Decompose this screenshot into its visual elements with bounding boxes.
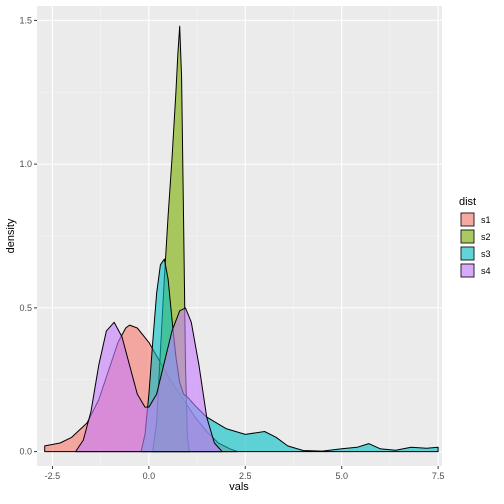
y-tick-label: 0.0 [19,447,32,457]
grid-major [37,6,442,466]
legend-swatch-s1 [460,212,475,227]
x-tick-label: -2.5 [45,471,61,481]
legend-swatch-s4 [460,263,475,278]
x-tick-label: 0.0 [143,471,156,481]
y-tick-label: 1.5 [19,15,32,25]
legend-title: dist [459,196,476,208]
y-tick-label: 0.5 [19,303,32,313]
x-tick-label: 7.5 [432,471,445,481]
legend: dist s1 s2 s3 s4 [459,196,491,278]
density-areas [44,25,439,453]
x-tick-label: 5.0 [335,471,348,481]
legend-label-s4: s4 [481,266,491,276]
legend-label-s2: s2 [481,232,491,242]
x-axis-ticks: -2.5 0.0 2.5 5.0 7.5 [45,466,445,481]
legend-swatch-s3 [460,246,475,261]
legend-swatch-s2 [460,229,475,244]
grid-minor [37,6,442,466]
legend-label-s3: s3 [481,249,491,259]
y-axis-ticks: 0.0 0.5 1.0 1.5 [19,15,37,457]
x-tick-label: 2.5 [239,471,252,481]
y-tick-label: 1.0 [19,159,32,169]
x-axis-title: vals [229,481,249,493]
legend-label-s1: s1 [481,215,491,225]
density-area-s4 [75,307,223,453]
y-axis-title: density [5,218,17,253]
